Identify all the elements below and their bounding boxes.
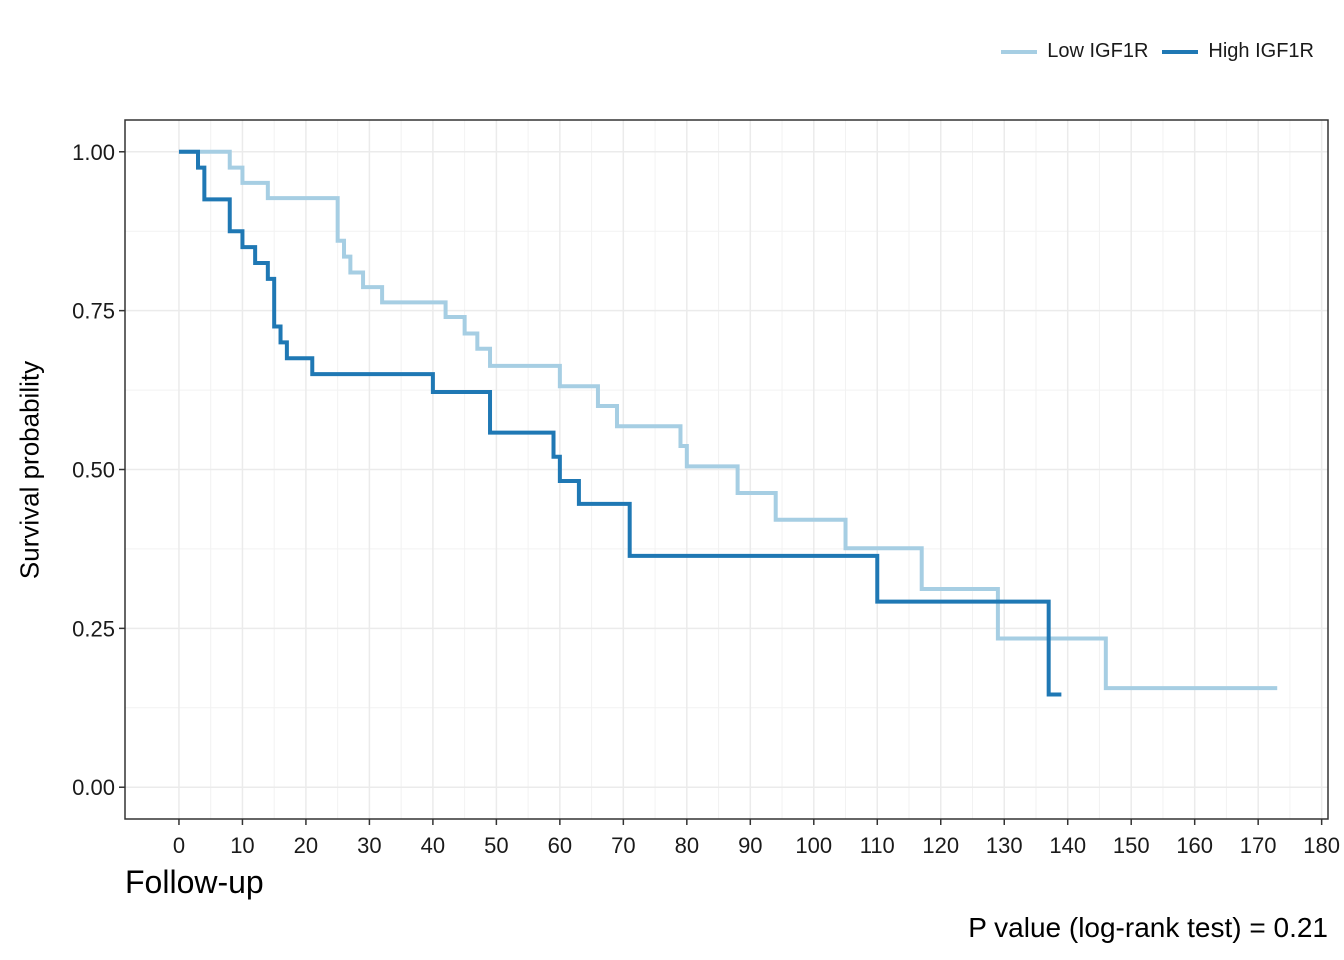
x-tick-label: 110 (860, 833, 895, 858)
x-tick-label: 90 (738, 833, 762, 858)
y-tick-label: 0.50 (72, 458, 115, 483)
x-tick-label: 120 (922, 833, 959, 858)
y-tick-label: 0.25 (72, 616, 115, 641)
x-tick-label: 170 (1240, 833, 1277, 858)
x-tick-label: 140 (1049, 833, 1086, 858)
x-tick-label: 20 (294, 833, 318, 858)
x-axis-label: Follow-up (125, 864, 264, 900)
x-tick-label: 10 (230, 833, 254, 858)
survival-curve-low (178, 149, 1278, 691)
y-tick-label: 0.00 (72, 775, 115, 800)
y-tick-label: 1.00 (72, 140, 115, 165)
x-tick-label: 100 (795, 833, 832, 858)
legend-label-low: Low IGF1R (1047, 40, 1149, 62)
x-tick-label: 180 (1303, 833, 1340, 858)
legend-label-high: High IGF1R (1208, 40, 1314, 62)
legend-swatch-high (1162, 49, 1199, 54)
y-tick-label: 0.75 (72, 299, 115, 324)
x-tick-label: 130 (986, 833, 1023, 858)
x-tick-label: 60 (548, 833, 572, 858)
x-tick-label: 160 (1176, 833, 1213, 858)
survival-curve-high (178, 149, 1062, 697)
legend: Low IGF1R High IGF1R (987, 40, 1314, 63)
x-tick-label: 80 (675, 833, 699, 858)
y-axis-label: Survival probability (14, 360, 45, 580)
legend-swatch-low (1001, 49, 1038, 54)
x-tick-label: 70 (611, 833, 635, 858)
legend-item-low: Low IGF1R (1001, 40, 1148, 63)
legend-item-high: High IGF1R (1162, 40, 1314, 63)
x-tick-label: 50 (484, 833, 508, 858)
x-tick-label: 150 (1113, 833, 1150, 858)
x-tick-label: 30 (357, 833, 381, 858)
x-tick-label: 0 (173, 833, 185, 858)
p-value-annotation: P value (log-rank test) = 0.21 (968, 912, 1328, 943)
x-tick-label: 40 (421, 833, 445, 858)
